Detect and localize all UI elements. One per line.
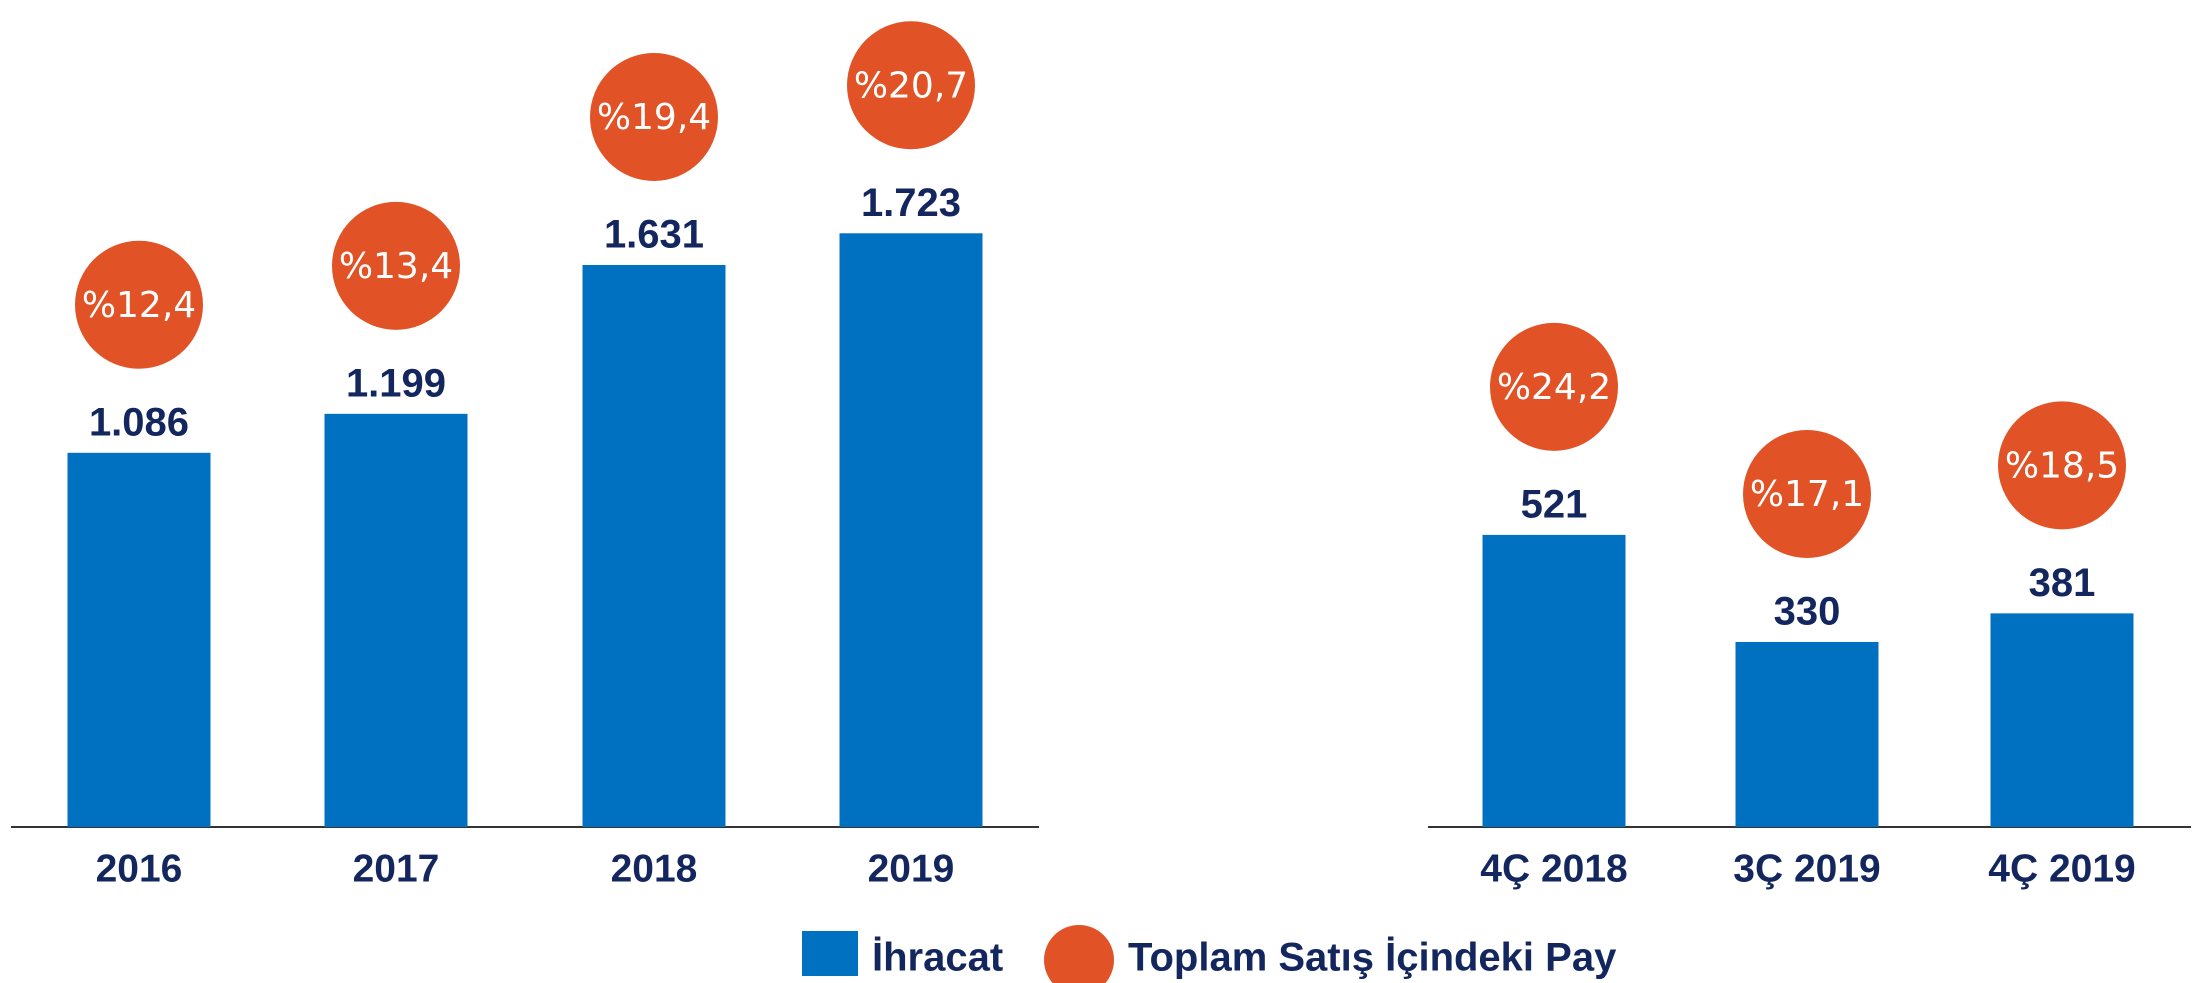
x-tick-label: 4Ç 2018 xyxy=(1480,847,1627,890)
x-tick-label: 4Ç 2019 xyxy=(1988,847,2135,890)
share-bubble xyxy=(1998,401,2126,530)
share-label: %13,4 xyxy=(339,246,453,287)
share-bubble xyxy=(1490,322,1618,451)
share-bubble xyxy=(75,240,203,369)
bar xyxy=(1735,641,1879,827)
legend-label: Toplam Satış İçindeki Pay xyxy=(1128,936,1617,980)
share-label: %12,4 xyxy=(82,285,196,326)
bar xyxy=(1990,613,2134,827)
bar-value-label: 1.723 xyxy=(861,181,961,225)
share-bubble xyxy=(332,201,460,330)
share-label: %19,4 xyxy=(597,97,711,138)
share-label: %18,5 xyxy=(2005,445,2119,486)
legend-swatch xyxy=(1044,925,1114,983)
bar-value-label: 381 xyxy=(2029,561,2096,605)
share-bubble xyxy=(847,21,975,150)
bar xyxy=(67,452,211,827)
bar xyxy=(324,413,468,827)
share-label: %20,7 xyxy=(854,65,968,106)
bar xyxy=(1482,534,1626,827)
bar xyxy=(839,233,983,828)
bar-value-label: 1.199 xyxy=(346,361,446,405)
legend-swatch xyxy=(802,931,858,976)
share-bubble xyxy=(1743,429,1871,558)
bar-value-label: 521 xyxy=(1521,482,1588,526)
bar-value-label: 330 xyxy=(1774,590,1841,634)
x-tick-label: 2016 xyxy=(96,847,183,890)
share-label: %17,1 xyxy=(1750,474,1864,515)
x-tick-label: 2017 xyxy=(353,847,440,890)
share-label: %24,2 xyxy=(1497,367,1611,408)
share-bubble xyxy=(590,52,718,181)
x-tick-label: 3Ç 2019 xyxy=(1733,847,1880,890)
legend-label: İhracat xyxy=(872,936,1003,980)
x-tick-label: 2018 xyxy=(611,847,698,890)
bar xyxy=(582,264,726,827)
bar-value-label: 1.086 xyxy=(89,400,189,444)
bar-value-label: 1.631 xyxy=(604,213,704,257)
x-tick-label: 2019 xyxy=(868,847,955,890)
